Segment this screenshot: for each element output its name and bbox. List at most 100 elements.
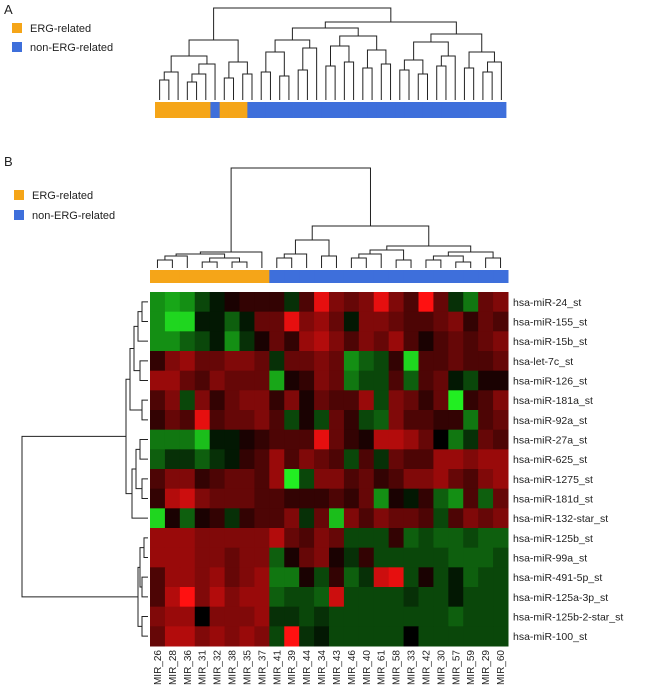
heatmap-cell — [343, 351, 360, 372]
heatmap-cell — [478, 410, 494, 431]
heatmap-cell — [164, 547, 181, 568]
heatmap-cell — [239, 331, 255, 352]
heatmap-cell — [373, 528, 390, 549]
heatmap-cell — [150, 390, 166, 411]
heatmap-cell — [358, 488, 375, 509]
heatmap-cell — [150, 567, 166, 588]
heatmap-cell — [493, 351, 509, 372]
heatmap-cell — [463, 292, 479, 313]
heatmap-cell — [448, 488, 464, 509]
heatmap-cell — [299, 429, 315, 450]
heatmap-cell — [179, 547, 196, 568]
dendrogram-a-branch — [339, 35, 378, 50]
group-bar-a-cell — [432, 102, 442, 118]
dendrogram-a-branch — [487, 61, 502, 100]
row-label: hsa-miR-125a-3p_st — [513, 592, 608, 604]
row-label: hsa-miR-1275_st — [513, 474, 593, 486]
row-dendrogram-branch — [141, 478, 148, 499]
group-bar-b-cell — [373, 270, 390, 283]
heatmap-cell — [150, 488, 166, 509]
heatmap-cell — [493, 626, 509, 647]
heatmap-cell — [179, 567, 196, 588]
heatmap-cell — [254, 429, 270, 450]
heatmap-cell — [358, 567, 375, 588]
heatmap-cell — [343, 626, 360, 647]
heatmap-cell — [150, 626, 166, 647]
heatmap-cell — [254, 587, 270, 608]
heatmap-cell — [254, 351, 270, 372]
heatmap-cell — [179, 626, 196, 647]
heatmap-cell — [433, 469, 449, 490]
heatmap-cell — [224, 390, 240, 411]
heatmap-cell — [448, 587, 464, 608]
heatmap-cell — [224, 606, 240, 627]
heatmap-cell — [224, 449, 240, 470]
heatmap-cell — [314, 429, 330, 450]
heatmap-cell — [269, 311, 285, 332]
legend-a-non-erg-swatch — [12, 42, 22, 52]
heatmap-cell — [403, 508, 419, 529]
column-label: MIR_36 — [183, 650, 194, 685]
heatmap-cell — [209, 429, 226, 450]
heatmap-cell — [418, 370, 434, 391]
legend-b-non-erg-label: non-ERG-related — [32, 210, 115, 222]
column-dendrogram-branch — [455, 261, 472, 268]
heatmap-cell — [478, 469, 494, 490]
column-label: MIR_37 — [257, 650, 268, 685]
heatmap-cell — [224, 311, 240, 332]
heatmap-cell — [418, 410, 434, 431]
heatmap-cell — [224, 469, 240, 490]
heatmap-cell — [194, 626, 211, 647]
column-dendrogram-branch — [447, 251, 494, 258]
heatmap-cell — [433, 508, 449, 529]
heatmap-cell — [150, 508, 166, 529]
heatmap-grid — [150, 292, 509, 647]
group-bar-a-cell — [358, 102, 368, 118]
group-bar-a-cell — [247, 102, 258, 118]
heatmap-cell — [493, 429, 509, 450]
heatmap-cell — [269, 449, 285, 470]
heatmap-cell — [254, 410, 270, 431]
heatmap-cell — [373, 390, 390, 411]
group-bar-a-cell — [395, 102, 405, 118]
heatmap-cell — [179, 469, 196, 490]
heatmap-cell — [314, 547, 330, 568]
heatmap-cell — [373, 429, 390, 450]
heatmap-cell — [209, 351, 226, 372]
heatmap-cell — [403, 449, 419, 470]
heatmap-cell — [388, 311, 405, 332]
heatmap-cell — [164, 587, 181, 608]
heatmap-cell — [493, 508, 509, 529]
row-dendrogram-branch — [141, 301, 148, 322]
heatmap-cell — [269, 606, 285, 627]
heatmap-cell — [448, 567, 464, 588]
heatmap-cell — [403, 606, 419, 627]
heatmap-cell — [284, 567, 300, 588]
heatmap-cell — [433, 390, 449, 411]
heatmap-cell — [418, 488, 434, 509]
heatmap-cell — [179, 331, 196, 352]
group-bar-a-cell — [376, 102, 387, 118]
heatmap-cell — [284, 528, 300, 549]
heatmap-cell — [388, 331, 405, 352]
dendrogram-a-branch — [380, 63, 392, 100]
heatmap-cell — [448, 331, 464, 352]
heatmap-cell — [463, 547, 479, 568]
column-label: MIR_58 — [392, 650, 403, 685]
heatmap-cell — [314, 587, 330, 608]
heatmap-cell — [418, 311, 434, 332]
heatmap-cell — [343, 547, 360, 568]
dendrogram-a-branch — [403, 59, 424, 74]
dendrogram-a-branch — [325, 65, 336, 100]
heatmap-cell — [284, 331, 300, 352]
heatmap-cell — [329, 390, 345, 411]
heatmap-cell — [224, 410, 240, 431]
heatmap-cell — [403, 331, 419, 352]
heatmap-cell — [254, 567, 270, 588]
heatmap-cell — [448, 351, 464, 372]
heatmap-cell — [373, 331, 390, 352]
heatmap-cell — [150, 311, 166, 332]
dendrogram-a-branch — [468, 51, 495, 68]
heatmap-cell — [478, 390, 494, 411]
heatmap-cell — [209, 626, 226, 647]
